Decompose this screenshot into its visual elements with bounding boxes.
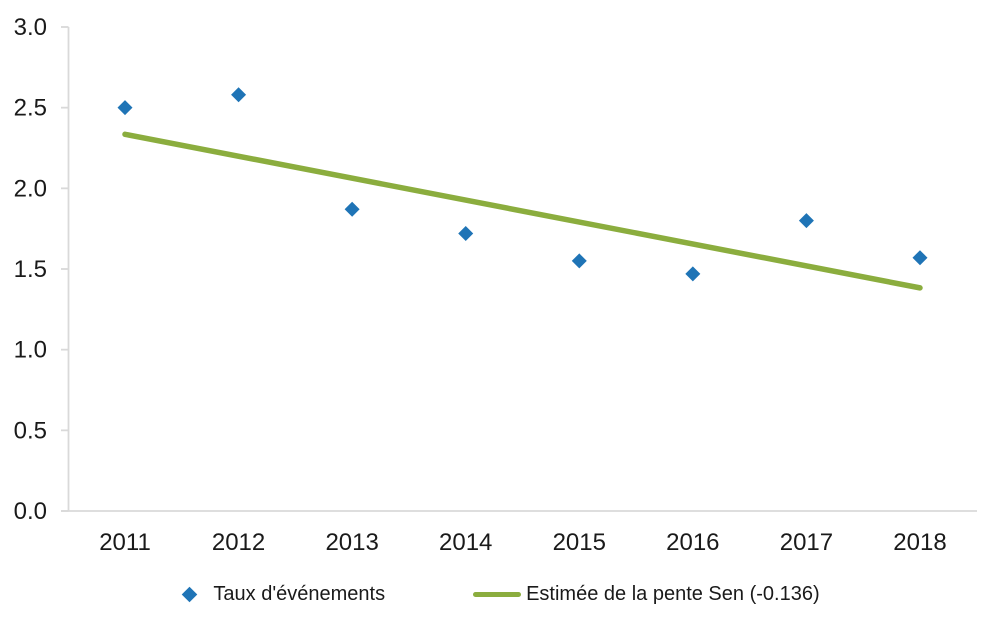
- trend-line-icon: [473, 591, 522, 597]
- legend-item-pente-sen[interactable]: Estimée de la pente Sen (-0.136): [473, 583, 820, 606]
- x-axis-tick-label: 2011: [99, 529, 151, 556]
- data-point-diamond[interactable]: [458, 226, 474, 242]
- diamond-marker-icon: [182, 586, 198, 602]
- data-point-diamond[interactable]: [912, 250, 928, 266]
- y-axis-tick-label: 2.5: [14, 95, 47, 122]
- sen-slope-trend-line[interactable]: [122, 131, 923, 291]
- x-axis-tick-label: 2013: [325, 529, 378, 556]
- legend-item-taux-devenements[interactable]: Taux d'événements: [180, 583, 385, 606]
- data-point-diamond[interactable]: [798, 213, 814, 229]
- legend: Taux d'événements Estimée de la pente Se…: [0, 577, 1000, 611]
- y-axis-tick-label: 2.0: [14, 175, 47, 202]
- x-axis-tick-label: 2016: [666, 529, 719, 556]
- x-axis-tick-label: 2018: [893, 529, 946, 556]
- data-point-diamond[interactable]: [571, 253, 587, 269]
- legend-label-sen: Estimée de la pente Sen (-0.136): [526, 582, 820, 605]
- y-axis-tick-label: 0.0: [14, 498, 47, 525]
- data-point-diamond[interactable]: [117, 100, 133, 116]
- x-axis-tick-label: 2014: [439, 529, 492, 556]
- y-axis-tick-label: 3.0: [14, 14, 47, 41]
- legend-label-taux: Taux d'événements: [213, 582, 386, 605]
- data-point-diamond[interactable]: [344, 201, 360, 217]
- y-axis-tick-label: 1.5: [14, 256, 47, 283]
- data-point-diamond[interactable]: [685, 266, 701, 282]
- y-axis-tick-label: 0.5: [14, 417, 47, 444]
- x-axis-tick-label: 2015: [553, 529, 606, 556]
- data-point-diamond[interactable]: [231, 87, 247, 103]
- y-axis-tick-label: 1.0: [14, 337, 47, 364]
- x-axis-tick-label: 2017: [780, 529, 833, 556]
- x-axis-tick-label: 2012: [212, 529, 265, 556]
